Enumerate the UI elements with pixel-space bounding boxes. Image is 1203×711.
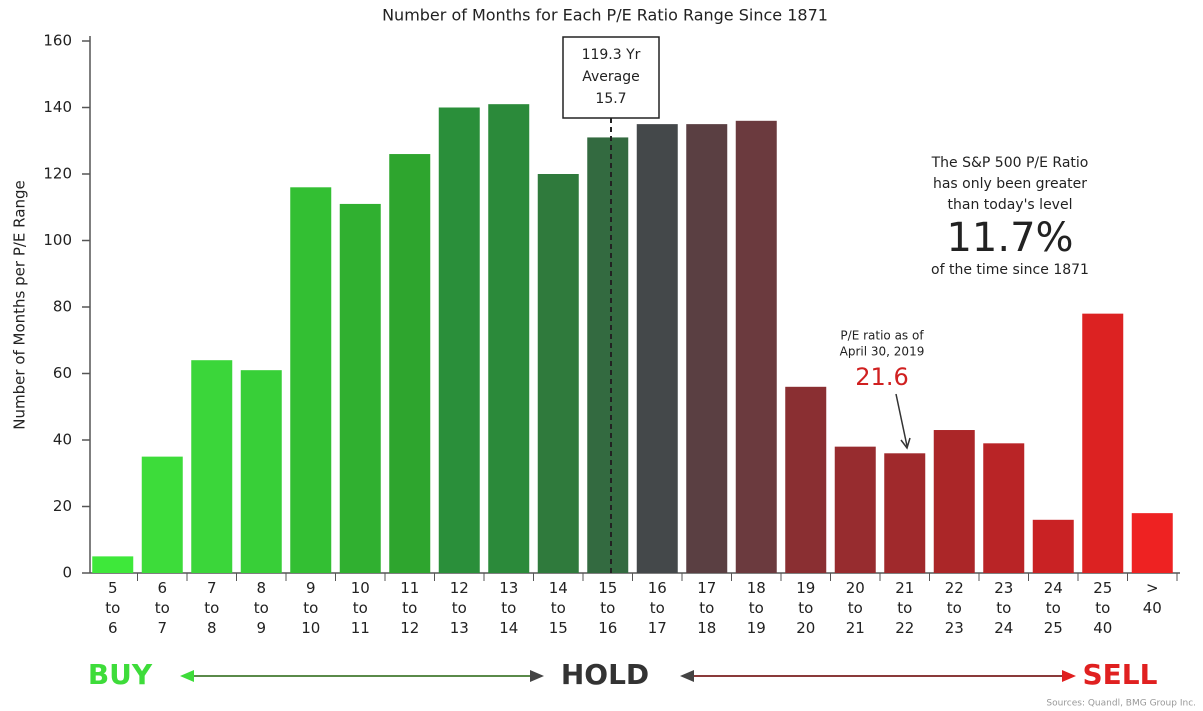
bar xyxy=(488,104,529,573)
x-tick-label: 25 to 40 xyxy=(1085,578,1121,638)
bar xyxy=(92,556,133,573)
x-tick-label: 21 to 22 xyxy=(887,578,923,638)
x-tick-label: 12 to 13 xyxy=(441,578,477,638)
x-tick-label: 17 to 18 xyxy=(689,578,725,638)
x-tick-label: 13 to 14 xyxy=(491,578,527,638)
bar xyxy=(1033,520,1074,573)
bar xyxy=(1132,513,1173,573)
note-text: The S&P 500 P/E Ratio xyxy=(931,155,1089,171)
x-tick-label: 22 to 23 xyxy=(936,578,972,638)
bar xyxy=(142,457,183,573)
note-big: 11.7% xyxy=(946,215,1073,261)
y-tick-label: 60 xyxy=(53,364,72,382)
arrow-head xyxy=(1062,670,1076,682)
current-text: April 30, 2019 xyxy=(840,345,925,359)
x-tick-label: 18 to 19 xyxy=(738,578,774,638)
x-tick-label: 19 to 20 xyxy=(788,578,824,638)
x-tick-label: 7 to 8 xyxy=(194,578,230,638)
arrow-head xyxy=(180,670,194,682)
y-tick-label: 0 xyxy=(62,564,72,582)
arrow-head xyxy=(530,670,544,682)
bar xyxy=(983,443,1024,573)
average-text: 119.3 Yr xyxy=(582,47,641,63)
bar xyxy=(884,453,925,573)
note-text: of the time since 1871 xyxy=(931,262,1089,278)
arrow-head xyxy=(680,670,694,682)
bar xyxy=(686,124,727,573)
buy-label: BUY xyxy=(88,658,153,691)
y-tick-label: 20 xyxy=(53,497,72,515)
bar xyxy=(290,187,331,573)
y-tick-label: 160 xyxy=(43,32,72,50)
x-tick-label: > 40 xyxy=(1134,578,1170,618)
x-tick-label: 6 to 7 xyxy=(144,578,180,638)
note-text: than today's level xyxy=(948,197,1073,213)
bar xyxy=(340,204,381,573)
chart-subtitle: Number of Months for Each P/E Ratio Rang… xyxy=(382,6,828,25)
bar xyxy=(835,447,876,573)
x-tick-label: 23 to 24 xyxy=(986,578,1022,638)
current-arrow xyxy=(896,394,907,446)
sell-label: SELL xyxy=(1083,658,1158,691)
x-tick-label: 5 to 6 xyxy=(95,578,131,638)
bar xyxy=(637,124,678,573)
x-tick-label: 9 to 10 xyxy=(293,578,329,638)
hold-label: HOLD xyxy=(561,658,649,691)
x-tick-label: 11 to 12 xyxy=(392,578,428,638)
y-tick-label: 120 xyxy=(43,165,72,183)
y-tick-label: 100 xyxy=(43,231,72,249)
bar xyxy=(538,174,579,573)
y-tick-label: 140 xyxy=(43,98,72,116)
average-text: Average xyxy=(582,69,640,85)
x-tick-label: 20 to 21 xyxy=(837,578,873,638)
bar xyxy=(587,137,628,573)
bar xyxy=(785,387,826,573)
bar xyxy=(736,121,777,573)
bar xyxy=(1082,314,1123,573)
bar xyxy=(241,370,282,573)
x-tick-label: 14 to 15 xyxy=(540,578,576,638)
note-text: has only been greater xyxy=(933,176,1087,192)
page: Number of Months for Each P/E Ratio Rang… xyxy=(0,0,1203,711)
y-axis-label: Number of Months per P/E Range xyxy=(11,180,29,429)
x-tick-label: 16 to 17 xyxy=(639,578,675,638)
bar xyxy=(439,108,480,574)
x-tick-label: 24 to 25 xyxy=(1035,578,1071,638)
bar xyxy=(191,360,232,573)
bar xyxy=(389,154,430,573)
y-tick-label: 80 xyxy=(53,298,72,316)
current-value: 21.6 xyxy=(855,363,908,391)
x-tick-label: 10 to 11 xyxy=(342,578,378,638)
x-tick-label: 15 to 16 xyxy=(590,578,626,638)
bar xyxy=(934,430,975,573)
x-tick-label: 8 to 9 xyxy=(243,578,279,638)
current-text: P/E ratio as of xyxy=(840,329,924,343)
source: Sources: Quandl, BMG Group Inc. xyxy=(1046,699,1196,709)
average-text: 15.7 xyxy=(595,91,626,107)
y-tick-label: 40 xyxy=(53,431,72,449)
